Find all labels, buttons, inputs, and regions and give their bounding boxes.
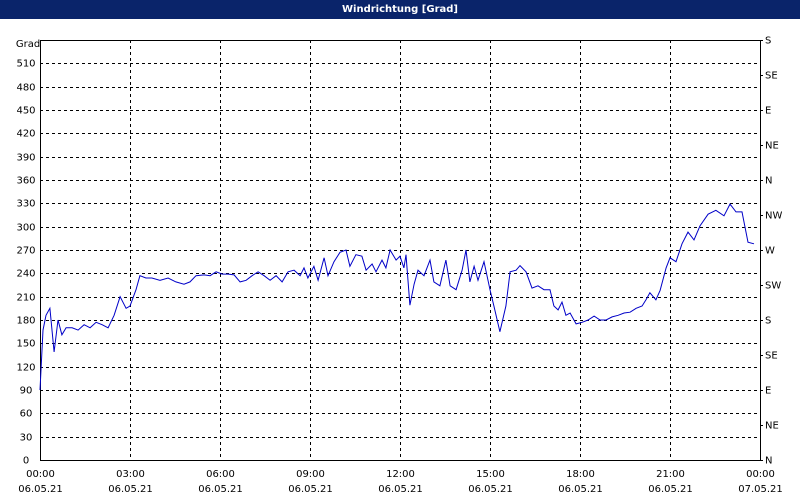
y2-tick-label: NE — [765, 141, 779, 152]
y2-tick-label: E — [765, 106, 771, 117]
y2-tick-label: W — [765, 246, 775, 257]
y-tick-label: 240 — [16, 269, 35, 280]
y-tick-label: 360 — [16, 176, 35, 187]
plot-frame — [40, 40, 761, 461]
y-tick-label: 150 — [16, 339, 35, 350]
y-tick-label: 90 — [20, 386, 33, 397]
y2-tick-label: N — [765, 456, 772, 467]
y-tick-label: 0 — [23, 456, 29, 467]
x-tick-date: 06.05.21 — [558, 484, 603, 495]
y-tick-label: 450 — [16, 106, 35, 117]
y-tick-label: 480 — [16, 83, 35, 94]
y2-tick-label: N — [765, 176, 772, 187]
y-tick-label: 510 — [16, 59, 35, 70]
x-tick-label: 15:00 — [476, 469, 505, 480]
y2-tick-label: S — [765, 316, 771, 327]
data-line — [39, 203, 755, 391]
x-tick-date: 06.05.21 — [288, 484, 333, 495]
y-tick-label: 180 — [16, 316, 35, 327]
y-tick-label: 60 — [20, 409, 33, 420]
x-tick-label: 00:00 — [746, 469, 775, 480]
y-tick-label: 30 — [20, 433, 33, 444]
x-tick-date: 07.05.21 — [738, 484, 783, 495]
x-tick-label: 12:00 — [386, 469, 415, 480]
x-tick-date: 06.05.21 — [378, 484, 423, 495]
y2-tick-label: SE — [765, 71, 778, 82]
title-bar: Windrichtung [Grad] — [0, 0, 800, 19]
y2-tick-label: NW — [765, 211, 782, 222]
x-tick-date: 06.05.21 — [648, 484, 693, 495]
x-tick-label: 06:00 — [206, 469, 235, 480]
y-tick-label: 270 — [16, 246, 35, 257]
y2-tick-label: S — [765, 36, 771, 47]
x-tick-label: 21:00 — [656, 469, 685, 480]
y2-tick-label: SW — [765, 281, 781, 292]
y-tick-label: 210 — [16, 293, 35, 304]
x-tick-date: 06.05.21 — [18, 484, 63, 495]
y-axis-label: Grad — [16, 39, 40, 50]
y-tick-label: 420 — [16, 129, 35, 140]
x-tick-date: 06.05.21 — [198, 484, 243, 495]
y-tick-label: 330 — [16, 199, 35, 210]
y-tick-label: 300 — [16, 223, 35, 234]
y-tick-label: 390 — [16, 153, 35, 164]
x-tick-date: 06.05.21 — [108, 484, 153, 495]
y2-tick-label: NE — [765, 421, 779, 432]
x-tick-label: 09:00 — [296, 469, 325, 480]
chart: Grad 0 30 60 90 120 150 180 210 240 270 300 330 360 3… — [16, 36, 783, 496]
y2-tick-label: SE — [765, 351, 778, 362]
y-tick-label: 120 — [16, 363, 35, 374]
x-tick-label: 03:00 — [116, 469, 145, 480]
x-tick-date: 06.05.21 — [468, 484, 513, 495]
y2-tick-label: E — [765, 386, 771, 397]
x-tick-label: 18:00 — [566, 469, 595, 480]
x-tick-label: 00:00 — [26, 469, 55, 480]
